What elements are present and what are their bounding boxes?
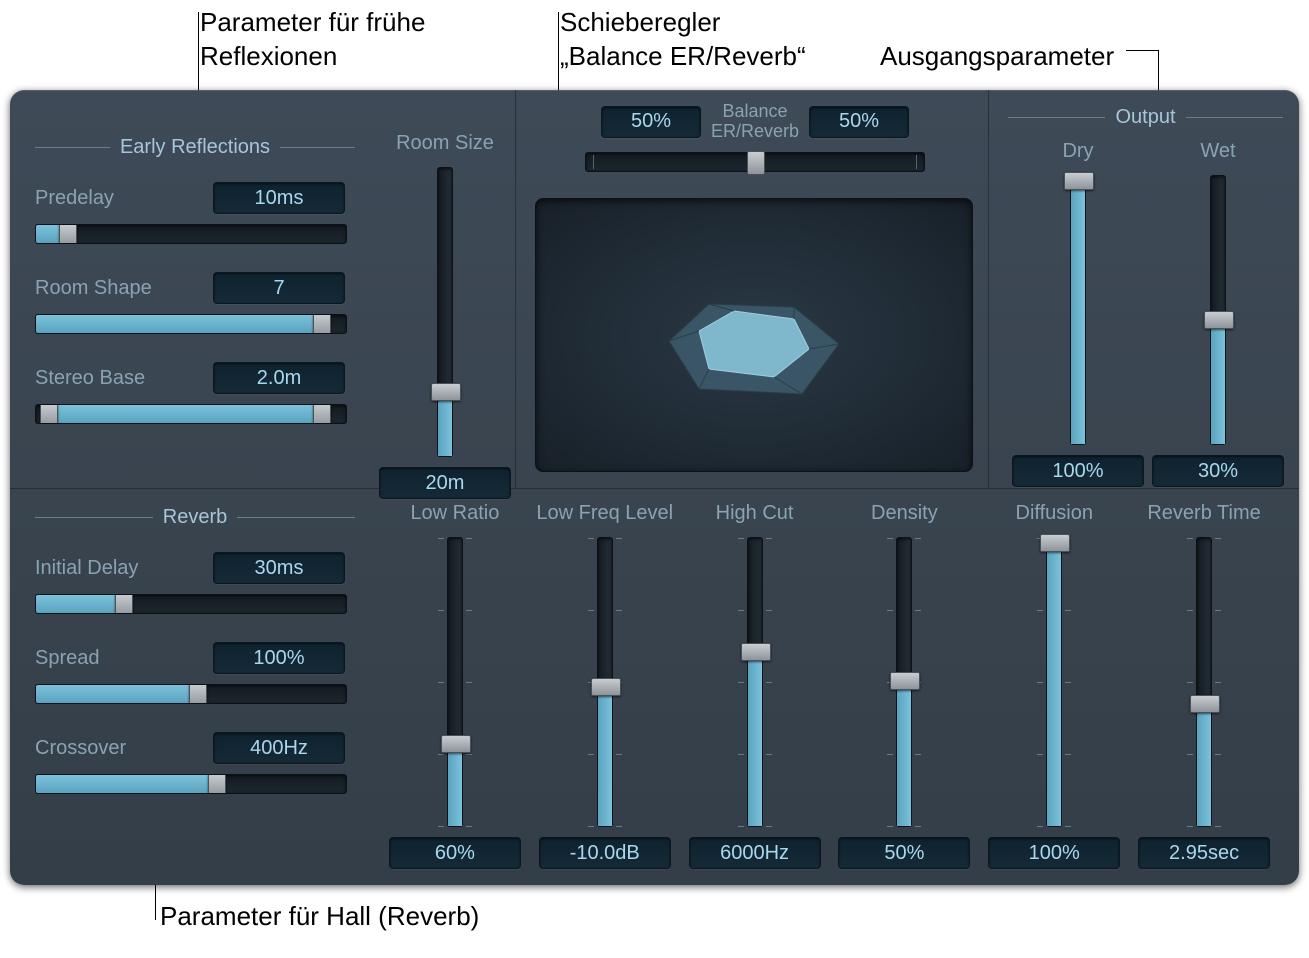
initial-delay-slider[interactable] bbox=[35, 594, 347, 614]
high-cut-label: High Cut bbox=[716, 502, 794, 525]
density-control: Density 50% bbox=[829, 502, 979, 872]
wet-value[interactable]: 30% bbox=[1152, 455, 1284, 487]
reverb-section: Reverb Initial Delay 30ms Spread 100% bbox=[35, 502, 355, 794]
reverb-plugin-panel: Early Reflections Predelay 10ms Room Sha… bbox=[10, 90, 1299, 885]
reverb-header: Reverb bbox=[35, 502, 355, 532]
dry-control: Dry 100% bbox=[1018, 140, 1138, 487]
room-size-value[interactable]: 20m bbox=[379, 467, 511, 499]
reverb-vertical-sliders: Low Ratio 60% Low Freq Level -10.0dB High Cu… bbox=[380, 502, 1279, 872]
annotation-output: Ausgangsparameter bbox=[880, 40, 1114, 74]
room-shape-icon bbox=[536, 199, 972, 471]
vertical-divider-1 bbox=[515, 90, 517, 488]
dry-value[interactable]: 100% bbox=[1012, 455, 1144, 487]
low-freq-level-slider[interactable] bbox=[597, 537, 613, 827]
stereo-base-label: Stereo Base bbox=[35, 367, 145, 390]
low-ratio-slider[interactable] bbox=[447, 537, 463, 827]
high-cut-value[interactable]: 6000Hz bbox=[689, 837, 821, 869]
reverb-time-label: Reverb Time bbox=[1147, 502, 1260, 525]
density-slider[interactable] bbox=[896, 537, 912, 827]
reverb-time-control: Reverb Time 2.95sec bbox=[1129, 502, 1279, 872]
density-label: Density bbox=[871, 502, 938, 525]
predelay-value[interactable]: 10ms bbox=[213, 182, 345, 214]
room-shape-value[interactable]: 7 bbox=[213, 272, 345, 304]
dry-label: Dry bbox=[1062, 140, 1093, 163]
reverb-time-slider[interactable] bbox=[1196, 537, 1212, 827]
initial-delay-label: Initial Delay bbox=[35, 557, 138, 580]
reverb-title: Reverb bbox=[163, 506, 227, 529]
output-section: Output Dry 100% Wet 30% bbox=[1008, 102, 1283, 132]
horizontal-divider bbox=[10, 488, 1299, 490]
vertical-divider-2 bbox=[988, 90, 990, 488]
callout-line bbox=[1126, 50, 1159, 51]
room-size-slider[interactable] bbox=[437, 167, 453, 457]
low-freq-level-label: Low Freq Level bbox=[536, 502, 673, 525]
balance-left-value[interactable]: 50% bbox=[601, 106, 701, 138]
diffusion-slider[interactable] bbox=[1046, 537, 1062, 827]
room-size-control: Room Size 20m bbox=[390, 132, 500, 499]
early-reflections-section: Early Reflections Predelay 10ms Room Sha… bbox=[35, 132, 355, 424]
crossover-slider[interactable] bbox=[35, 774, 347, 794]
density-value[interactable]: 50% bbox=[838, 837, 970, 869]
annotation-balance: Schieberegler „Balance ER/Reverb“ bbox=[560, 6, 806, 74]
spread-slider[interactable] bbox=[35, 684, 347, 704]
balance-slider[interactable] bbox=[585, 152, 925, 172]
output-header: Output bbox=[1008, 102, 1283, 132]
balance-right-value[interactable]: 50% bbox=[809, 106, 909, 138]
early-reflections-title: Early Reflections bbox=[120, 136, 270, 159]
predelay-slider[interactable] bbox=[35, 224, 347, 244]
crossover-label: Crossover bbox=[35, 737, 126, 760]
wet-label: Wet bbox=[1200, 140, 1235, 163]
room-shape-visualizer bbox=[535, 198, 973, 472]
room-shape-slider[interactable] bbox=[35, 314, 347, 334]
diffusion-control: Diffusion 100% bbox=[979, 502, 1129, 872]
diffusion-value[interactable]: 100% bbox=[988, 837, 1120, 869]
low-freq-level-control: Low Freq Level -10.0dB bbox=[530, 502, 680, 872]
low-ratio-label: Low Ratio bbox=[410, 502, 499, 525]
room-size-label: Room Size bbox=[396, 132, 494, 155]
stereo-base-slider[interactable] bbox=[35, 404, 347, 424]
high-cut-slider[interactable] bbox=[747, 537, 763, 827]
low-ratio-value[interactable]: 60% bbox=[389, 837, 521, 869]
predelay-label: Predelay bbox=[35, 187, 114, 210]
callout-line bbox=[198, 12, 199, 90]
stereo-base-value[interactable]: 2.0m bbox=[213, 362, 345, 394]
reverb-time-value[interactable]: 2.95sec bbox=[1138, 837, 1270, 869]
annotation-reverb: Parameter für Hall (Reverb) bbox=[160, 900, 479, 934]
output-title: Output bbox=[1115, 106, 1175, 129]
initial-delay-value[interactable]: 30ms bbox=[213, 552, 345, 584]
crossover-value[interactable]: 400Hz bbox=[213, 732, 345, 764]
room-shape-label: Room Shape bbox=[35, 277, 152, 300]
spread-value[interactable]: 100% bbox=[213, 642, 345, 674]
callout-line bbox=[1158, 50, 1159, 90]
wet-slider[interactable] bbox=[1210, 175, 1226, 445]
annotation-early-reflections: Parameter für frühe Reflexionen bbox=[200, 6, 425, 74]
diffusion-label: Diffusion bbox=[1016, 502, 1093, 525]
balance-label: Balance ER/Reverb bbox=[711, 102, 799, 142]
early-reflections-header: Early Reflections bbox=[35, 132, 355, 162]
dry-slider[interactable] bbox=[1070, 175, 1086, 445]
low-freq-level-value[interactable]: -10.0dB bbox=[539, 837, 671, 869]
low-ratio-control: Low Ratio 60% bbox=[380, 502, 530, 872]
spread-label: Spread bbox=[35, 647, 100, 670]
balance-section: 50% Balance ER/Reverb 50% bbox=[555, 102, 955, 172]
wet-control: Wet 30% bbox=[1158, 140, 1278, 487]
high-cut-control: High Cut 6000Hz bbox=[680, 502, 830, 872]
